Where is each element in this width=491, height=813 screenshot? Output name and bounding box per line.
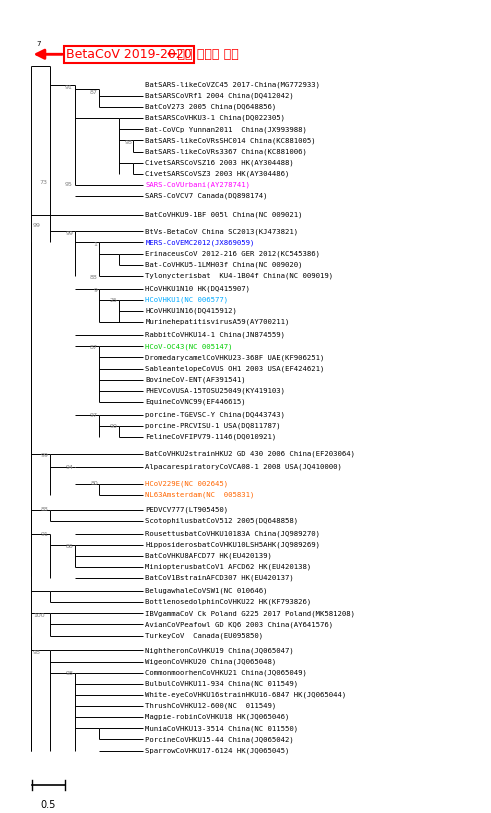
Text: MERS-CoVEMC2012(JX869059): MERS-CoVEMC2012(JX869059): [145, 239, 255, 246]
Text: 1: 1: [94, 241, 98, 247]
Text: AlpacarespiratoryCoVCA08-1 2008 USA(JQ410000): AlpacarespiratoryCoVCA08-1 2008 USA(JQ41…: [145, 463, 342, 470]
Text: 99: 99: [65, 231, 73, 236]
Text: 94: 94: [66, 465, 74, 470]
Text: MiniopterusbatCoV1 AFCD62 HK(EU420138): MiniopterusbatCoV1 AFCD62 HK(EU420138): [145, 563, 312, 570]
Text: SparrowCoVHKU17-6124 HK(JQ065045): SparrowCoVHKU17-6124 HK(JQ065045): [145, 747, 290, 754]
Text: PorcineCoVHKU15-44 China(JQ065042): PorcineCoVHKU15-44 China(JQ065042): [145, 737, 294, 743]
Text: 97: 97: [89, 413, 98, 419]
Text: 90: 90: [109, 424, 117, 429]
Text: HCoVHKU1N16(DQ415912): HCoVHKU1N16(DQ415912): [145, 308, 237, 315]
Text: BatSARSCoVRf1 2004 China(DQ412042): BatSARSCoVRf1 2004 China(DQ412042): [145, 93, 294, 99]
Text: porcine-PRCVISU-1 USA(DQ811787): porcine-PRCVISU-1 USA(DQ811787): [145, 423, 281, 429]
Text: HCoVHKU1N10 HK(DQ415907): HCoVHKU1N10 HK(DQ415907): [145, 285, 250, 292]
Text: BatSARSCoVHKU3-1 China(DQ022305): BatSARSCoVHKU3-1 China(DQ022305): [145, 115, 285, 121]
Text: HCoV-OC43(NC 005147): HCoV-OC43(NC 005147): [145, 343, 233, 350]
Text: 86: 86: [66, 544, 74, 549]
Text: BovineCoV-ENT(AF391541): BovineCoV-ENT(AF391541): [145, 376, 246, 383]
Text: Magpie-robinCoVHKU18 HK(JQ065046): Magpie-robinCoVHKU18 HK(JQ065046): [145, 714, 290, 720]
Text: HCoVHKU1(NC 006577): HCoVHKU1(NC 006577): [145, 297, 228, 303]
Text: BtVs-BetaCoV China SC2013(KJ473821): BtVs-BetaCoV China SC2013(KJ473821): [145, 228, 299, 235]
Text: 87: 87: [90, 345, 98, 350]
Text: SARS-CoVCV7 Canada(DQ898174): SARS-CoVCV7 Canada(DQ898174): [145, 193, 268, 199]
Text: SableantelopeCoVUS OH1 2003 USA(EF424621): SableantelopeCoVUS OH1 2003 USA(EF424621…: [145, 365, 325, 372]
Text: DromedarycamelCoVHKU23-368F UAE(KF906251): DromedarycamelCoVHKU23-368F UAE(KF906251…: [145, 354, 325, 361]
Text: 91: 91: [41, 532, 49, 537]
Text: ThrushCoVHKU12-600(NC  011549): ThrushCoVHKU12-600(NC 011549): [145, 703, 276, 709]
Text: RabbitCoVHKU14-1 China(JN874559): RabbitCoVHKU14-1 China(JN874559): [145, 332, 285, 338]
Text: 88: 88: [41, 507, 49, 512]
Text: TurkeyCoV  Canada(EU095850): TurkeyCoV Canada(EU095850): [145, 633, 264, 639]
Text: BatSARS-likeCoVRs3367 China(KC881006): BatSARS-likeCoVRs3367 China(KC881006): [145, 148, 307, 154]
Text: 87: 87: [90, 89, 98, 95]
Text: CivetSARSCoVSZ3 2003 HK(AY304486): CivetSARSCoVSZ3 2003 HK(AY304486): [145, 171, 290, 177]
Text: Bat-CoVHKU5-1LMH03f China(NC 009020): Bat-CoVHKU5-1LMH03f China(NC 009020): [145, 262, 303, 268]
Text: CommonmoorhenCoVHKU21 China(JQ065049): CommonmoorhenCoVHKU21 China(JQ065049): [145, 669, 307, 676]
Text: BatCoVHKU9-1BF 005l China(NC 009021): BatCoVHKU9-1BF 005l China(NC 009021): [145, 211, 303, 218]
Text: Bat-CoVCp Yunnan2011  China(JX993988): Bat-CoVCp Yunnan2011 China(JX993988): [145, 126, 307, 133]
Text: ErinaceusCoV 2012-216 GER 2012(KC545386): ErinaceusCoV 2012-216 GER 2012(KC545386): [145, 250, 321, 257]
Text: BatCoV273 2005 China(DQ648856): BatCoV273 2005 China(DQ648856): [145, 104, 276, 111]
Text: 73: 73: [40, 180, 48, 185]
Text: 25: 25: [109, 298, 117, 303]
Text: FelineCoVFIPV79-1146(DQ010921): FelineCoVFIPV79-1146(DQ010921): [145, 434, 276, 441]
Text: 7: 7: [36, 41, 41, 47]
Text: BetaCoV 2019-2020: BetaCoV 2019-2020: [66, 48, 192, 61]
Text: PEDVCV777(LT905450): PEDVCV777(LT905450): [145, 506, 228, 513]
Text: SARS-CoVUrbani(AY278741): SARS-CoVUrbani(AY278741): [145, 182, 250, 189]
Text: 100: 100: [33, 613, 45, 618]
Text: ←한국 분리주 포함: ←한국 분리주 포함: [167, 48, 239, 61]
Text: 0.5: 0.5: [41, 800, 56, 810]
Text: MuniaCoVHKU13-3514 China(NC 011550): MuniaCoVHKU13-3514 China(NC 011550): [145, 725, 299, 732]
Text: CivetSARSCoVSZ16 2003 HK(AY304488): CivetSARSCoVSZ16 2003 HK(AY304488): [145, 159, 294, 166]
Text: BulbulCoVHKU11-934 China(NC 011549): BulbulCoVHKU11-934 China(NC 011549): [145, 680, 299, 687]
Text: EquineCoVNC99(EF446615): EquineCoVNC99(EF446615): [145, 398, 246, 405]
Text: BatCoVHKU2strainHKU2 GD 430 2006 China(EF203064): BatCoVHKU2strainHKU2 GD 430 2006 China(E…: [145, 450, 355, 457]
Text: WigeonCoVHKU20 China(JQ065048): WigeonCoVHKU20 China(JQ065048): [145, 659, 276, 665]
Text: 98: 98: [33, 650, 41, 654]
Text: NL63Amsterdam(NC  005831): NL63Amsterdam(NC 005831): [145, 491, 255, 498]
Text: White-eyeCoVHKU16strainHKU16-6847 HK(JQ065044): White-eyeCoVHKU16strainHKU16-6847 HK(JQ0…: [145, 692, 347, 698]
Text: 99: 99: [33, 224, 41, 228]
Text: BottlenosedolphinCoVHKU22 HK(KF793826): BottlenosedolphinCoVHKU22 HK(KF793826): [145, 599, 312, 606]
Text: PHEVCoVUSA-15TOSU25049(KY419103): PHEVCoVUSA-15TOSU25049(KY419103): [145, 388, 285, 394]
Text: 99: 99: [41, 453, 49, 459]
Text: BatCoVHKU8AFCD77 HK(EU420139): BatCoVHKU8AFCD77 HK(EU420139): [145, 553, 273, 559]
Text: porcine-TGEVSC-Y China(DQ443743): porcine-TGEVSC-Y China(DQ443743): [145, 411, 285, 418]
Text: 80: 80: [90, 481, 98, 486]
Text: RousettusbatCoVHKU10183A China(JQ989270): RousettusbatCoVHKU10183A China(JQ989270): [145, 530, 321, 537]
Text: 91: 91: [64, 85, 72, 90]
Text: BelugawhaleCoVSW1(NC 010646): BelugawhaleCoVSW1(NC 010646): [145, 588, 268, 594]
Text: NightheronCoVHKU19 China(JQ065047): NightheronCoVHKU19 China(JQ065047): [145, 647, 294, 654]
Text: 9: 9: [94, 288, 98, 293]
Text: AvianCoVPeafowl GD KQ6 2003 China(AY641576): AvianCoVPeafowl GD KQ6 2003 China(AY6415…: [145, 621, 333, 628]
Text: 95: 95: [64, 182, 72, 188]
Text: BatSARS-likeCoVRsSHC014 China(KC881005): BatSARS-likeCoVRsSHC014 China(KC881005): [145, 137, 316, 144]
Text: HCoV229E(NC 002645): HCoV229E(NC 002645): [145, 480, 228, 487]
Text: HipposiderosbatCoVHKU10LSH5AHK(JQ989269): HipposiderosbatCoVHKU10LSH5AHK(JQ989269): [145, 541, 321, 548]
Text: 98: 98: [66, 672, 74, 676]
Text: BatCoV1BstrainAFCD307 HK(EU420137): BatCoV1BstrainAFCD307 HK(EU420137): [145, 575, 294, 581]
Text: ScotophilusbatCoV512 2005(DQ648858): ScotophilusbatCoV512 2005(DQ648858): [145, 517, 299, 524]
Text: IBVgammaCoV Ck Poland G225 2017 Poland(MK581208): IBVgammaCoV Ck Poland G225 2017 Poland(M…: [145, 610, 355, 616]
Text: 88: 88: [90, 276, 98, 280]
Text: 98: 98: [124, 140, 132, 145]
Text: BatSARS-likeCoVZC45 2017-China(MG772933): BatSARS-likeCoVZC45 2017-China(MG772933): [145, 81, 321, 88]
Text: MurinehepatitisvirusA59(AY700211): MurinehepatitisvirusA59(AY700211): [145, 319, 290, 325]
Text: Tylonycterisbat  KU4-1B04f China(NC 009019): Tylonycterisbat KU4-1B04f China(NC 00901…: [145, 272, 333, 279]
